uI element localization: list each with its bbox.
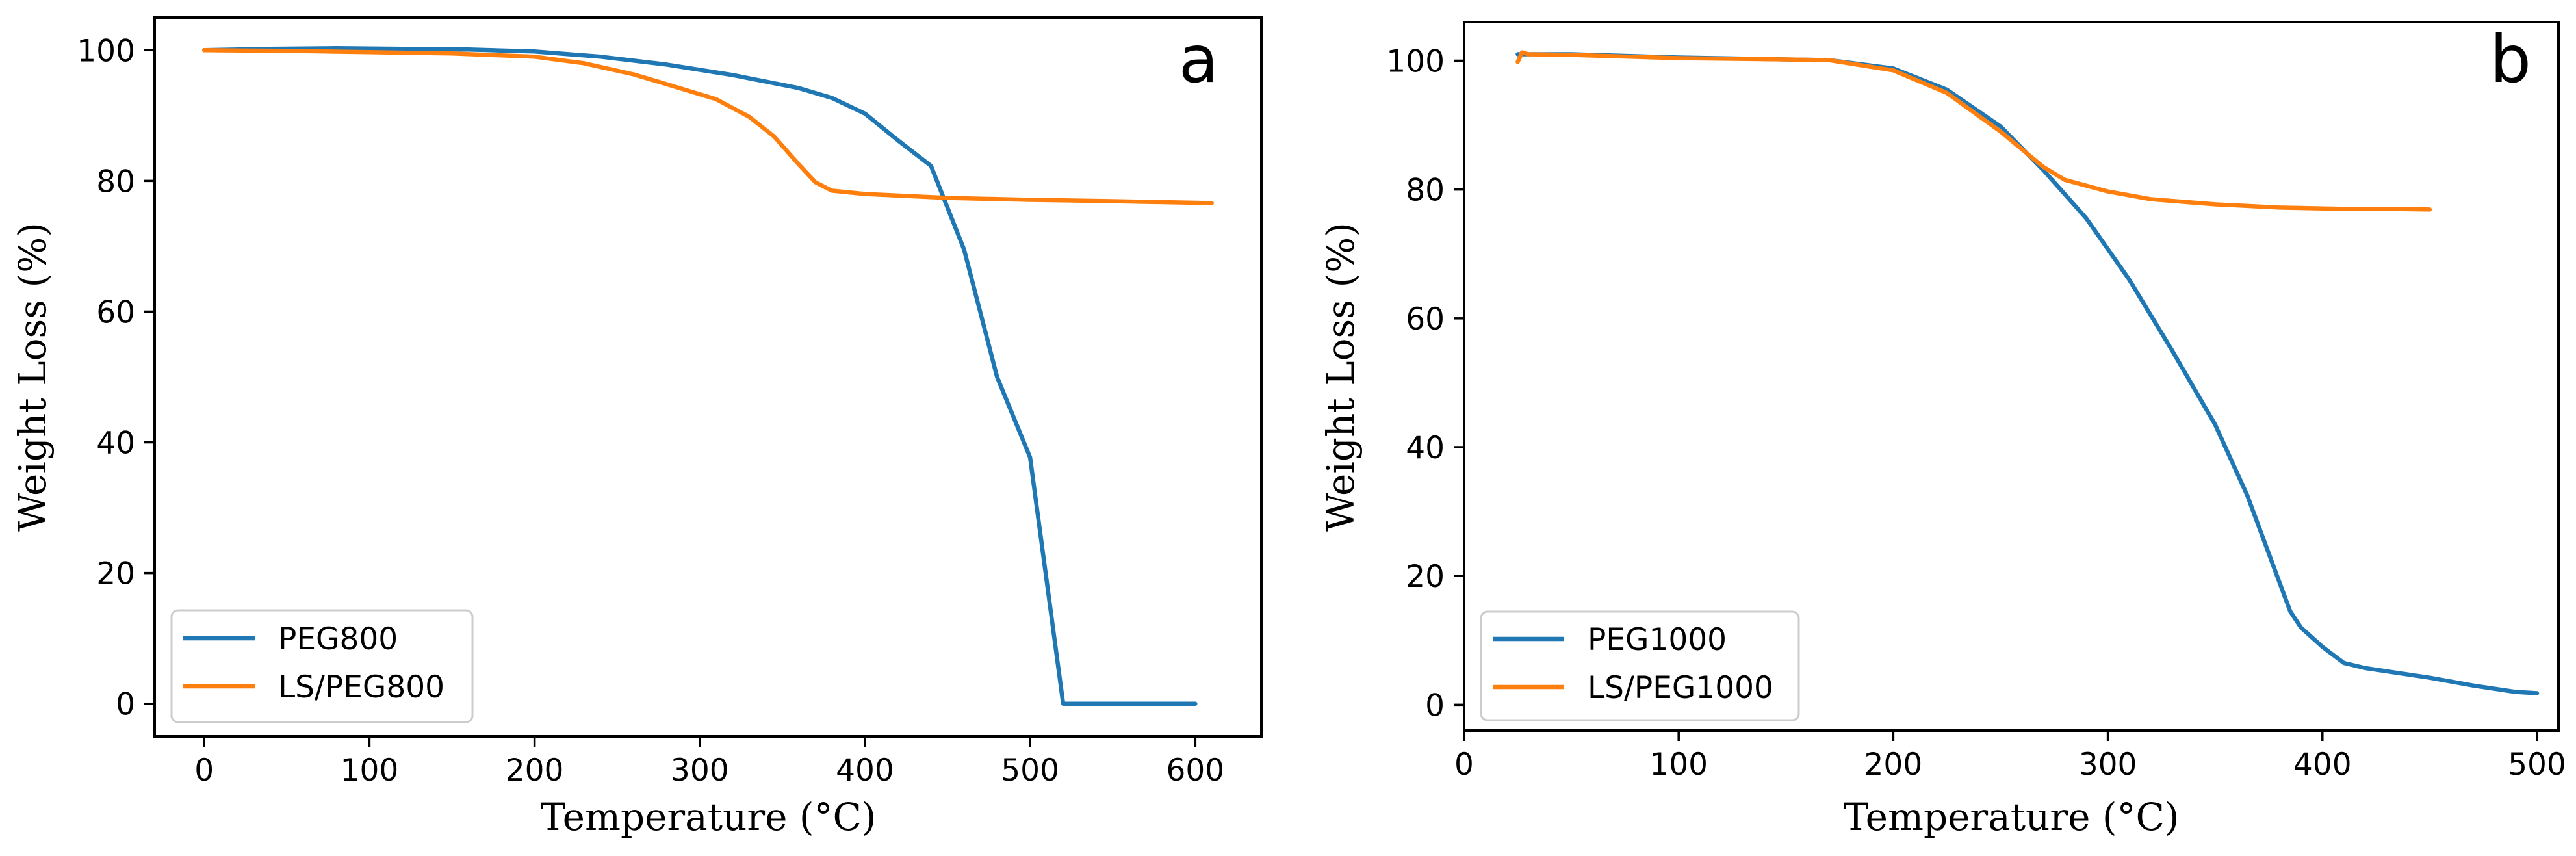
panel-b-y-tick-label: 0 xyxy=(1425,688,1445,723)
panel-a-legend-label-ls-peg800: LS/PEG800 xyxy=(278,669,444,705)
panel-b-series-ls-peg1000 xyxy=(1515,50,2432,212)
panel-a-x-axis-label: Temperature (°C) xyxy=(540,795,876,839)
panel-b-series-peg1000 xyxy=(1515,52,2540,695)
panel-a-series-peg800 xyxy=(202,46,1198,706)
panel-b-y-tick-label: 80 xyxy=(1406,173,1445,209)
panel-b-x-tick-label: 500 xyxy=(2508,747,2566,783)
panel-b-y-tick-label: 100 xyxy=(1386,44,1445,79)
panel-b-letter: b xyxy=(2490,21,2531,97)
panel-a-legend: PEG800 LS/PEG800 xyxy=(170,609,474,723)
panel-b-x-tick-label: 0 xyxy=(1454,747,1474,783)
panel-a-x-tick-label: 100 xyxy=(341,753,399,788)
panel-b-x-tick-label: 100 xyxy=(1649,747,1708,783)
panel-a-y-tick-label: 100 xyxy=(77,33,135,69)
panel-a-letter: a xyxy=(1179,21,1218,97)
panel-a-chart: 0 100 200 300 400 500 600 0 20 40 60 80 100 a Temper… xyxy=(10,16,1263,839)
panel-b-x-tick-label: 200 xyxy=(1864,747,1923,783)
panel-a-plot-frame xyxy=(153,16,1263,738)
panel-b-ticks: 0 100 200 300 400 500 0 20 40 60 80 100 xyxy=(1386,44,2566,783)
panel-b-y-tick-label: 20 xyxy=(1406,559,1445,595)
panel-b-y-tick-label: 40 xyxy=(1406,430,1445,466)
panel-a-x-tick-label: 600 xyxy=(1166,753,1224,788)
panel-a-ticks: 0 100 200 300 400 500 600 0 20 40 60 80 100 xyxy=(77,33,1224,788)
panel-a-y-tick-label: 60 xyxy=(96,294,135,330)
panel-a-series-lines xyxy=(202,46,1214,706)
panel-a-legend-label-peg800: PEG800 xyxy=(278,621,398,657)
panel-a-y-tick-label: 80 xyxy=(96,164,135,200)
panel-a-series-ls-peg800 xyxy=(202,48,1214,205)
panel-a-x-tick-label: 400 xyxy=(836,753,894,788)
panel-b-chart: 0 100 200 300 400 500 0 20 40 60 80 100 b Temperatu… xyxy=(1319,21,2566,839)
panel-b-series-lines xyxy=(1515,50,2540,695)
panel-a-x-tick-label: 200 xyxy=(506,753,564,788)
panel-a-x-tick-label: 0 xyxy=(194,753,214,788)
panel-a-y-tick-label: 0 xyxy=(116,687,135,723)
panel-b-legend-label-peg1000: PEG1000 xyxy=(1588,622,1727,658)
panel-b-plot-frame xyxy=(1463,21,2560,732)
panel-b-x-axis-label: Temperature (°C) xyxy=(1843,795,2179,839)
panel-a-y-tick-label: 40 xyxy=(96,426,135,461)
panel-b-x-tick-label: 300 xyxy=(2079,747,2137,783)
panel-b-legend-label-ls-peg1000: LS/PEG1000 xyxy=(1588,670,1773,706)
panel-a-x-tick-label: 500 xyxy=(1001,753,1059,788)
panel-a-y-axis-label: Weight Loss (%) xyxy=(10,222,55,532)
panel-a-y-tick-label: 20 xyxy=(96,556,135,592)
panel-b-y-tick-label: 60 xyxy=(1406,302,1445,337)
panel-a-x-tick-label: 300 xyxy=(671,753,729,788)
panel-b-y-axis-label: Weight Loss (%) xyxy=(1319,222,1363,532)
panel-b-x-tick-label: 400 xyxy=(2293,747,2352,783)
panel-b-legend: PEG1000 LS/PEG1000 xyxy=(1480,610,1800,721)
